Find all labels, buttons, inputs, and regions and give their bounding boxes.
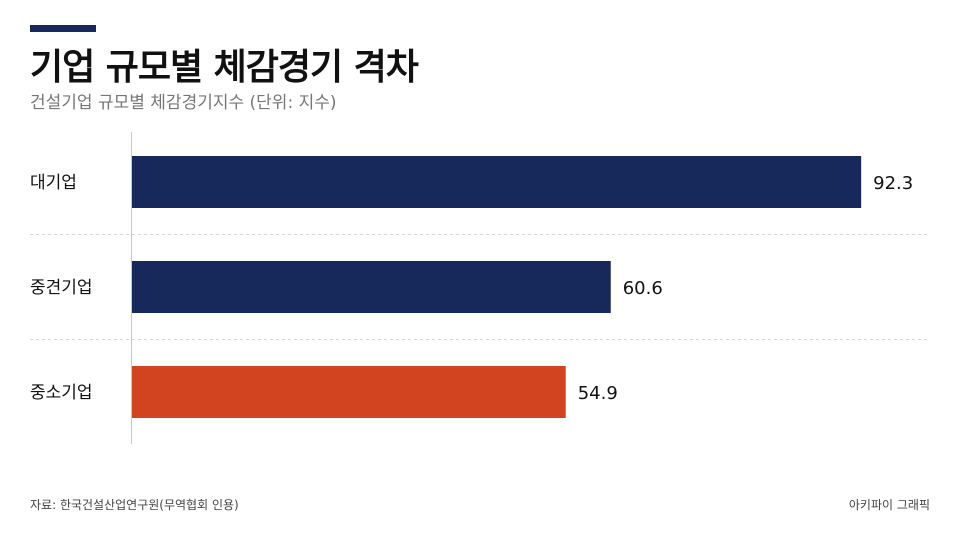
title-accent-bar xyxy=(30,25,96,32)
row-separators xyxy=(30,234,930,340)
value-label: 92.3 xyxy=(873,173,913,194)
bar xyxy=(132,261,611,313)
value-label: 60.6 xyxy=(623,278,663,299)
chart-subtitle: 건설기업 규모별 체감경기지수 (단위: 지수) xyxy=(30,93,337,113)
source-note: 자료: 한국건설산업연구원(무역협회 인용) xyxy=(30,498,239,512)
value-label: 54.9 xyxy=(578,383,618,404)
category-label: 중견기업 xyxy=(30,278,93,298)
chart-title: 기업 규모별 체감경기 격차 xyxy=(30,47,419,88)
category-label: 중소기업 xyxy=(30,383,93,403)
graphic-credit: 아키파이 그래픽 xyxy=(848,498,930,512)
category-label: 대기업 xyxy=(30,173,77,193)
bar xyxy=(132,156,862,208)
bars-group: 대기업 92.3 중견기업 60.6 중소기업 54.9 xyxy=(30,156,913,418)
bar xyxy=(132,366,566,418)
